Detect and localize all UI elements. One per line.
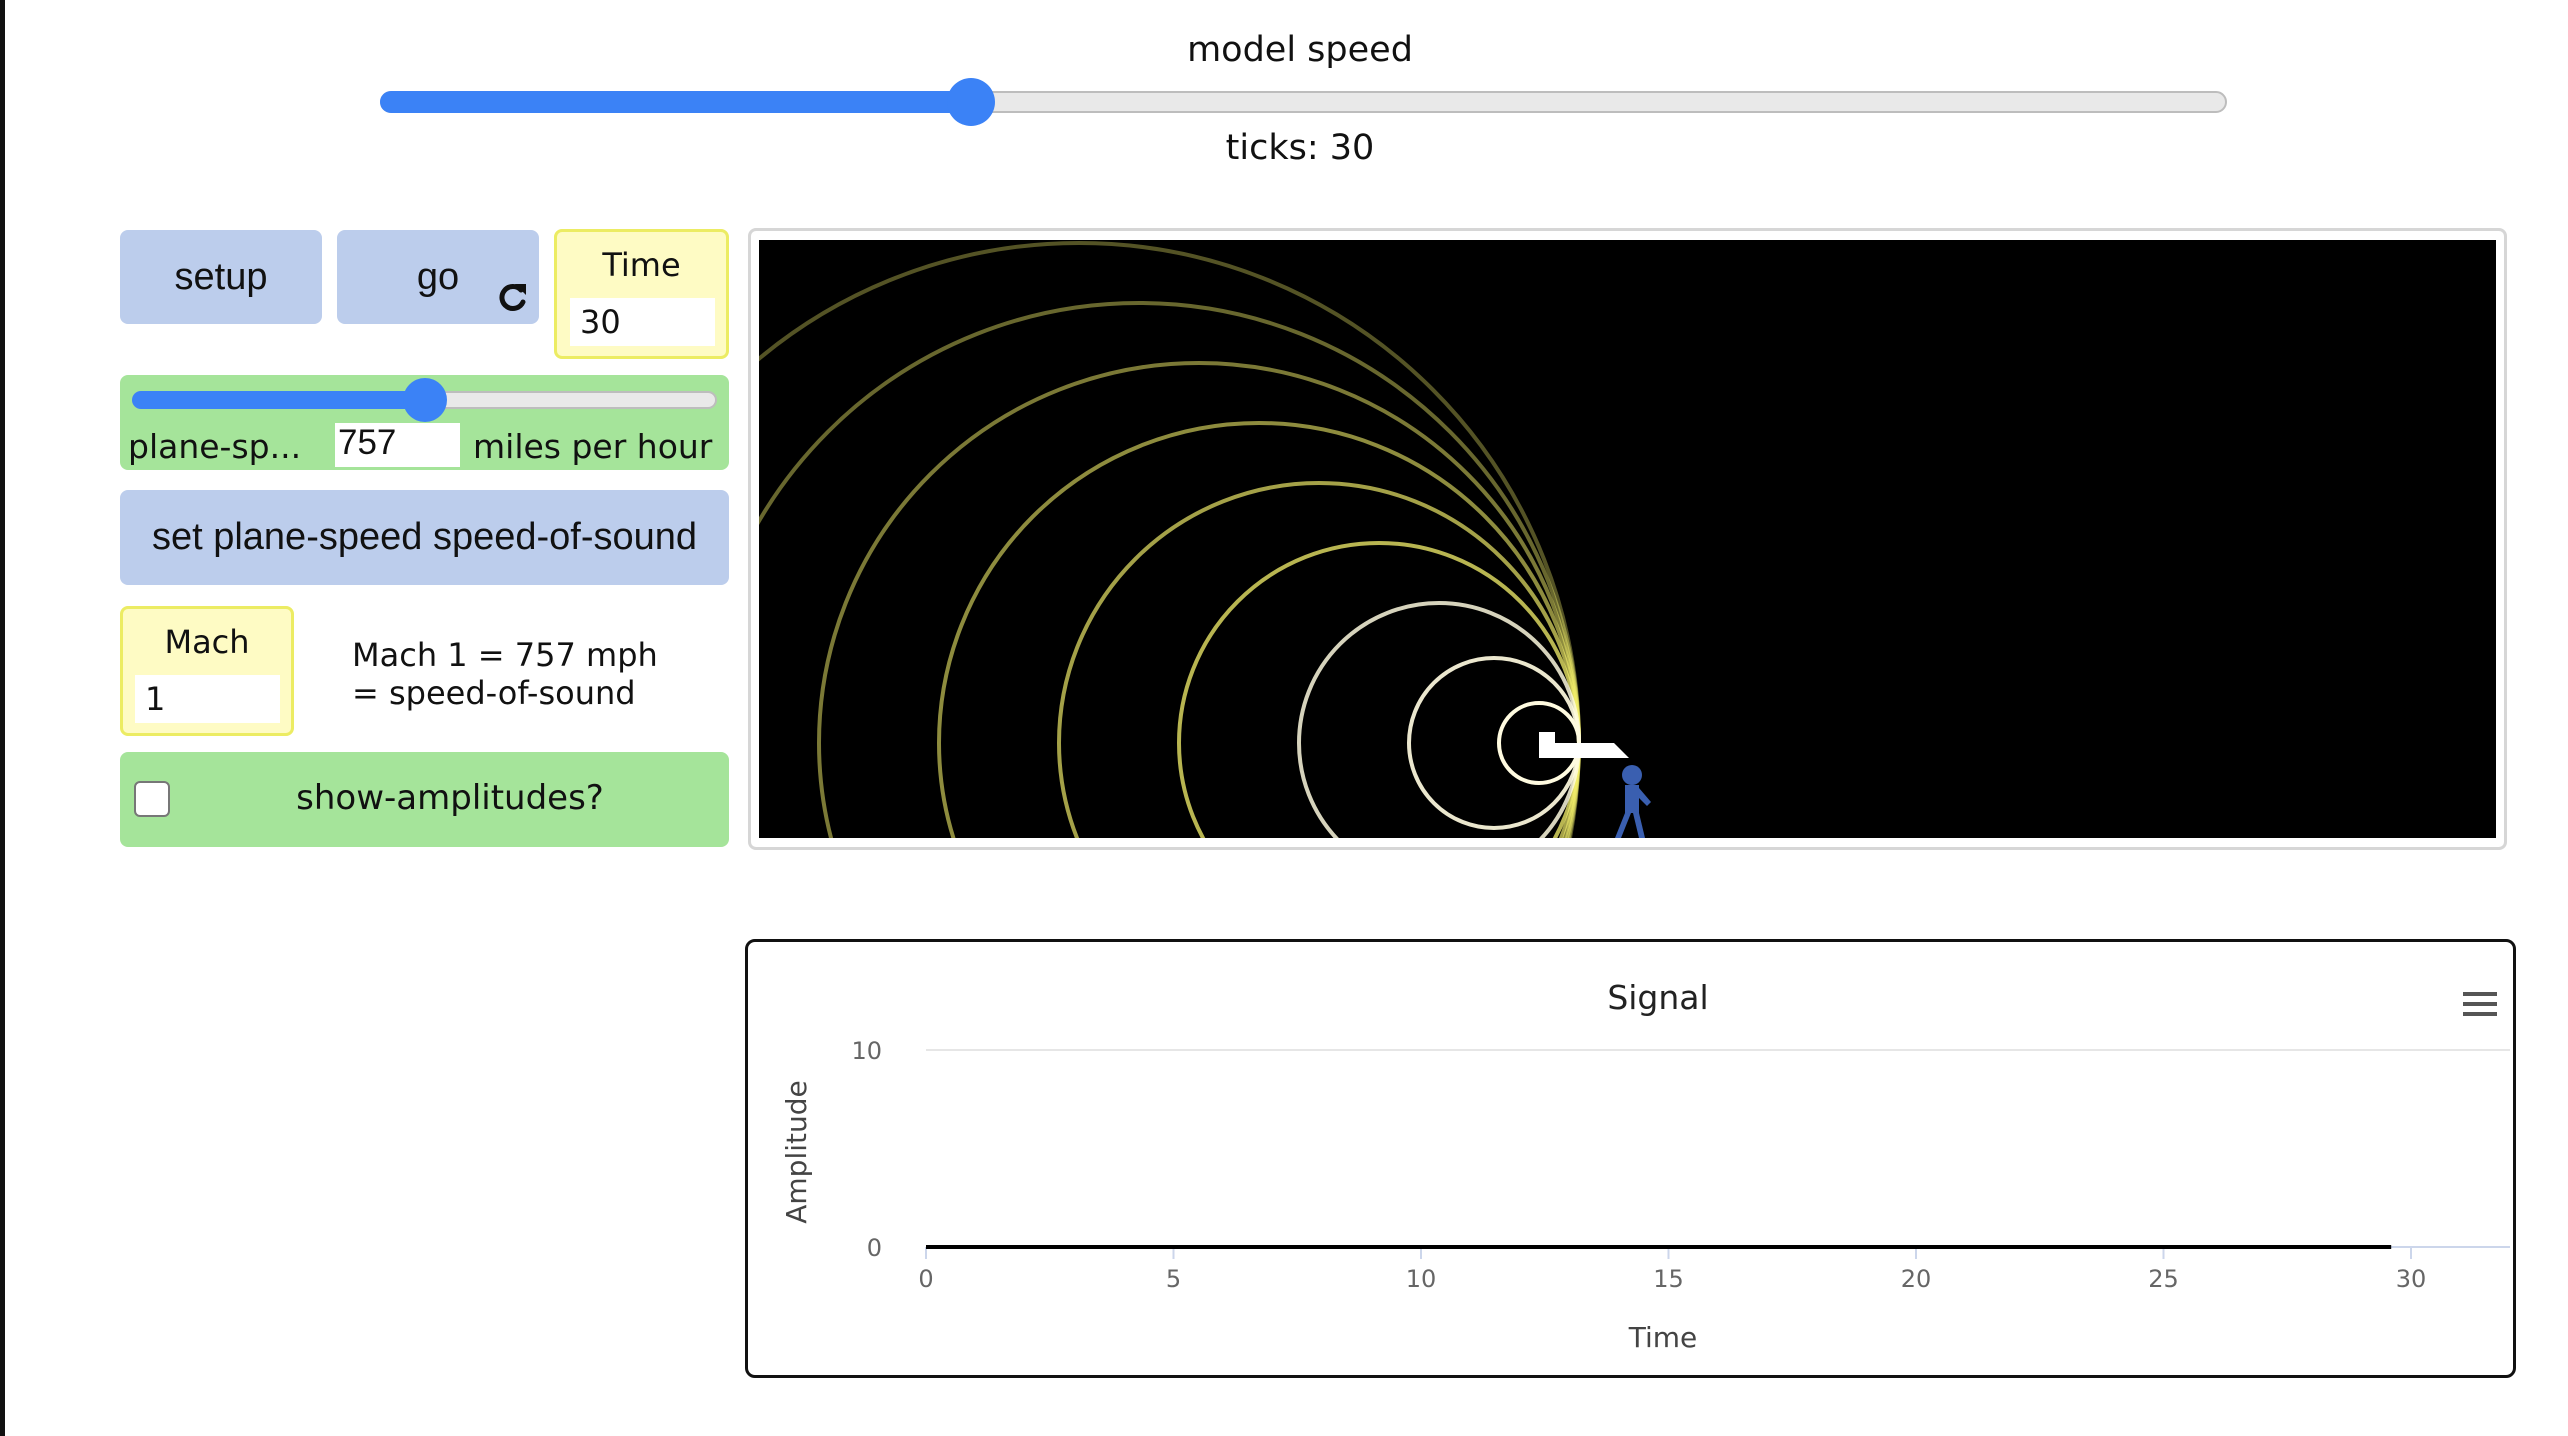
airplane-icon: [1539, 732, 1629, 758]
show-amplitudes-switch[interactable]: show-amplitudes?: [120, 752, 729, 847]
mach-monitor-value: 1: [135, 675, 280, 723]
plot-x-tick-label: 10: [1406, 1265, 1437, 1293]
plot-title: Signal: [1607, 978, 1708, 1017]
sound-wave-ring: [759, 301, 1581, 838]
refresh-icon: [493, 278, 531, 316]
plane-speed-label: plane-sp...: [128, 427, 302, 466]
plane-speed-slider-thumb[interactable]: [402, 378, 447, 422]
signal-plot: [745, 939, 2516, 1378]
mach-monitor: Mach 1: [120, 606, 294, 736]
setup-button[interactable]: setup: [120, 230, 322, 324]
model-speed-slider-thumb[interactable]: [947, 78, 996, 126]
mach-monitor-label: Mach: [164, 623, 250, 661]
ticks-counter: ticks: 30: [1225, 128, 1375, 168]
left-border: [0, 0, 5, 1436]
sound-wave-ring: [1297, 601, 1581, 838]
set-plane-speed-label: set plane-speed speed-of-sound: [151, 516, 698, 558]
plot-x-tick-label: 0: [918, 1265, 933, 1293]
plot-x-tick-label: 5: [1166, 1265, 1181, 1293]
sound-wave-ring: [817, 361, 1581, 838]
time-monitor: Time 30: [554, 229, 729, 359]
plot-y-tick-label: 10: [851, 1037, 882, 1065]
plane-speed-slider-fill: [132, 391, 425, 409]
person-icon: [1615, 765, 1651, 838]
simulation-view[interactable]: [759, 240, 2496, 838]
show-amplitudes-label: show-amplitudes?: [296, 778, 604, 818]
set-plane-speed-button[interactable]: set plane-speed speed-of-sound: [120, 490, 729, 585]
plot-y-tick-label: 0: [867, 1234, 882, 1262]
mach-note: Mach 1 = 757 mph = speed-of-sound: [352, 636, 658, 712]
time-monitor-value: 30: [570, 298, 715, 346]
plot-x-axis-label: Time: [1628, 1321, 1698, 1354]
plot-y-axis-label: Amplitude: [780, 1080, 813, 1224]
go-button-label: go: [416, 255, 460, 298]
plane-speed-value-input[interactable]: 757: [335, 423, 460, 467]
plot-x-tick-label: 30: [2396, 1265, 2427, 1293]
model-speed-label: model speed: [1187, 30, 1413, 70]
setup-button-label: setup: [174, 255, 268, 298]
model-speed-slider-fill: [380, 91, 972, 113]
hamburger-menu-icon[interactable]: [2463, 992, 2497, 1016]
go-button[interactable]: go: [337, 230, 539, 324]
sound-wave-ring: [937, 421, 1581, 838]
mach-note-line1: Mach 1 = 757 mph: [352, 636, 658, 674]
plot-x-tick-label: 25: [2148, 1265, 2179, 1293]
sound-wave-ring: [1177, 541, 1581, 838]
sound-wave-ring: [759, 241, 1581, 838]
plot-x-tick-label: 15: [1653, 1265, 1684, 1293]
sound-wave-canvas: [759, 241, 1651, 838]
plane-speed-units: miles per hour: [473, 427, 713, 466]
time-monitor-label: Time: [602, 246, 681, 284]
plane-speed-slider[interactable]: plane-sp... 757 miles per hour: [120, 375, 729, 470]
plot-x-tick-label: 20: [1901, 1265, 1932, 1293]
mach-note-line2: = speed-of-sound: [352, 674, 636, 712]
show-amplitudes-checkbox[interactable]: [134, 781, 170, 817]
signal-plot-canvas: Signal Time Amplitude 0 10 0 5 10 15 20 25 30: [780, 978, 2510, 1354]
